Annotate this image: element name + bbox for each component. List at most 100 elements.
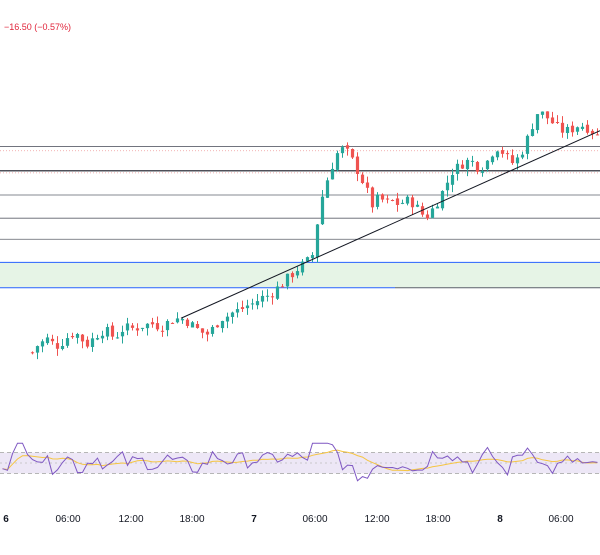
candle-body: [590, 130, 595, 134]
candle-body: [415, 204, 420, 207]
candle-body: [315, 224, 320, 258]
candle-body: [380, 194, 385, 200]
candle: [415, 200, 420, 208]
candle-body: [105, 327, 110, 337]
candle-body: [450, 174, 455, 185]
candle-body: [145, 323, 150, 329]
candle: [555, 115, 560, 125]
candle: [280, 284, 285, 288]
candle-body: [595, 134, 600, 136]
candle: [175, 312, 180, 324]
candle: [410, 194, 415, 215]
candle-body: [245, 305, 250, 309]
support-zone: [0, 262, 600, 288]
candle-body: [115, 337, 120, 339]
candle-body: [270, 296, 275, 298]
candle-body: [155, 323, 160, 330]
time-axis: 6 06:00 12:00 18:00 7 06:00 12:00 18:00 8 06:00: [3, 514, 574, 525]
candle-body: [460, 164, 465, 169]
candle-body: [175, 318, 180, 323]
candle-body: [445, 182, 450, 191]
rsi-panel: [0, 442, 600, 482]
candle-body: [275, 286, 280, 299]
time-tick-label: 18:00: [179, 514, 204, 525]
candle: [310, 252, 315, 262]
candle-body: [160, 330, 165, 332]
candle-body: [495, 151, 500, 158]
candle: [225, 312, 230, 329]
candle-body: [475, 161, 480, 172]
candle-body: [100, 335, 105, 339]
candle: [275, 281, 280, 301]
candle-body: [340, 147, 345, 154]
candle: [360, 172, 365, 185]
candle: [105, 323, 110, 341]
candle-body: [530, 129, 535, 136]
candle-body: [80, 334, 85, 342]
candle-body: [510, 155, 515, 164]
candle-body: [565, 126, 570, 134]
candle-body: [40, 341, 45, 347]
candle-body: [585, 124, 590, 133]
candle: [185, 317, 190, 329]
candle-body: [430, 208, 435, 218]
candle: [425, 210, 430, 221]
candle: [385, 194, 390, 204]
candle: [470, 155, 475, 167]
candle: [575, 126, 580, 136]
candle: [525, 134, 530, 160]
candle-body: [485, 160, 490, 170]
candle: [240, 300, 245, 313]
candle: [475, 161, 480, 175]
candle-body: [55, 343, 60, 349]
candle: [265, 289, 270, 302]
candle: [45, 333, 50, 345]
candle: [560, 116, 565, 138]
candle-body: [305, 257, 310, 262]
candle: [245, 299, 250, 315]
candle-body: [400, 202, 405, 204]
candle-body: [60, 345, 65, 349]
candle: [460, 160, 465, 170]
candle: [445, 175, 450, 197]
time-tick-label: 8: [497, 514, 503, 525]
candle: [80, 334, 85, 349]
candle: [405, 194, 410, 206]
candle: [430, 204, 435, 219]
candle: [345, 142, 350, 156]
candle: [120, 325, 125, 344]
candle: [205, 329, 210, 342]
candle-body: [525, 135, 530, 154]
candle: [485, 159, 490, 172]
candle-body: [580, 126, 585, 129]
candle-body: [375, 194, 380, 207]
candle: [530, 123, 535, 137]
candle: [130, 323, 135, 331]
candle: [150, 317, 155, 328]
candle-body: [325, 180, 330, 198]
candle: [320, 190, 325, 225]
candle-body: [515, 157, 520, 164]
candle-body: [365, 182, 370, 188]
candle: [450, 168, 455, 193]
rsi-moving-average-line: [2, 449, 598, 472]
candle: [440, 190, 445, 211]
candle-body: [35, 346, 40, 353]
candle: [545, 111, 550, 125]
time-tick-label: 06:00: [302, 514, 327, 525]
candle-body: [240, 307, 245, 309]
candle: [580, 122, 585, 131]
candle: [535, 114, 540, 134]
candle-body: [410, 197, 415, 208]
candle: [170, 322, 175, 324]
time-tick-label: 06:00: [55, 514, 80, 525]
candle: [465, 157, 470, 177]
candle: [135, 323, 140, 336]
candle: [355, 152, 360, 182]
time-tick-label: 18:00: [425, 514, 450, 525]
candle-body: [195, 323, 200, 328]
candle: [110, 322, 115, 340]
candle-body: [470, 160, 475, 162]
